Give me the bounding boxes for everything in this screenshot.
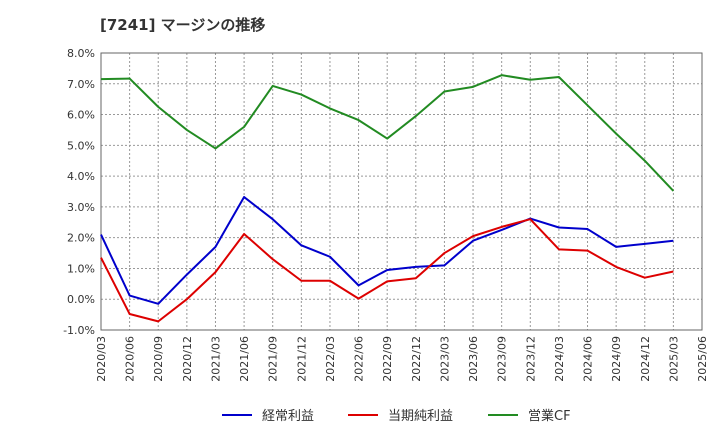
y-tick-label: 2.0% [67,232,95,245]
x-tick-label: 2021/03 [209,336,222,382]
x-tick-label: 2024/03 [553,336,566,382]
x-tick-label: 2023/09 [496,336,509,382]
x-tick-label: 2020/06 [124,336,137,382]
y-tick-label: 7.0% [67,78,95,91]
y-tick-label: 1.0% [67,262,95,275]
y-tick-label: 4.0% [67,170,95,183]
x-tick-label: 2022/03 [324,336,337,382]
x-tick-label: 2023/12 [524,336,537,382]
x-tick-label: 2023/06 [467,336,480,382]
y-tick-label: 8.0% [67,47,95,60]
x-tick-label: 2020/03 [95,336,108,382]
legend-label: 経常利益 [262,409,314,424]
y-tick-label: 0.0% [67,293,95,306]
x-tick-label: 2024/12 [639,336,652,382]
x-tick-label: 2021/09 [267,336,280,382]
chart-title: [7241] マージンの推移 [100,16,266,34]
x-tick-label: 2021/12 [295,336,308,382]
series-line [100,74,675,192]
x-tick-label: 2024/06 [582,336,595,382]
x-tick-label: 2021/06 [238,336,251,382]
x-tick-label: 2022/09 [381,336,394,382]
x-tick-label: 2023/03 [438,336,451,382]
y-tick-label: 5.0% [67,139,95,152]
legend-label: 当期純利益 [388,409,453,424]
x-tick-label: 2025/06 [696,336,709,382]
y-tick-label: -1.0% [63,324,95,337]
y-tick-label: 6.0% [67,109,95,122]
x-tick-label: 2022/12 [410,336,423,382]
x-tick-label: 2020/12 [181,336,194,382]
x-tick-label: 2022/06 [353,336,366,382]
plot-area-border [100,52,703,331]
series-line [100,196,674,305]
x-tick-label: 2024/09 [610,336,623,382]
y-tick-label: 3.0% [67,201,95,214]
series-line [100,218,674,323]
legend-label: 営業CF [528,408,571,424]
x-tick-label: 2025/03 [667,336,680,382]
x-tick-label: 2020/09 [152,336,165,382]
